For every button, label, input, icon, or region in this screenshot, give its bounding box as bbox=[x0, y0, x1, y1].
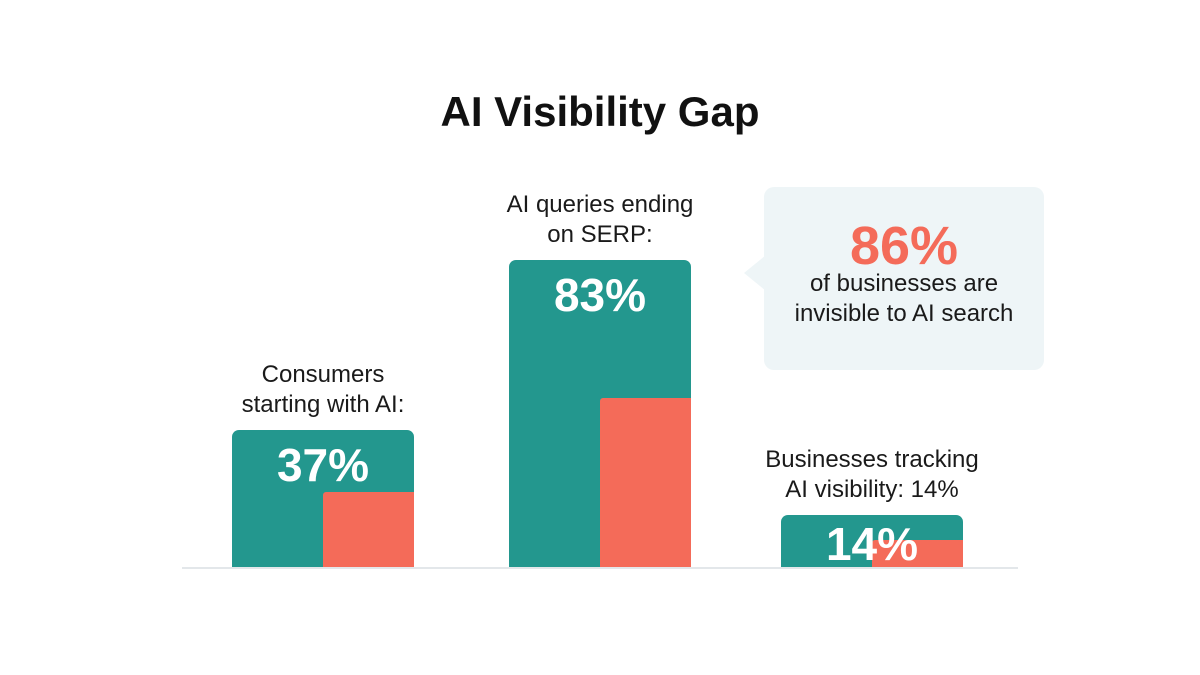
callout-value: 86% bbox=[849, 216, 959, 276]
callout-text: of businesses are invisible to AI search bbox=[794, 270, 1014, 327]
bar-coral-segment bbox=[323, 492, 414, 567]
bar-value-label: 83% bbox=[553, 269, 647, 321]
chart-baseline bbox=[182, 567, 1018, 569]
bar-2: 83% bbox=[509, 260, 691, 567]
bar-category-label: Consumers starting with AI: bbox=[241, 361, 405, 418]
bar-1: 37% bbox=[232, 430, 414, 567]
bar-3: 14% bbox=[781, 515, 963, 570]
bar-category-label: Businesses tracking AI visibility: 14% bbox=[765, 446, 979, 503]
bar-coral-segment bbox=[600, 398, 691, 567]
callout-pointer bbox=[744, 255, 766, 291]
bar-value-label: 14% bbox=[825, 518, 919, 570]
stat-callout: 86% of businesses are invisible to AI se… bbox=[744, 187, 1044, 370]
bar-coral-segment bbox=[872, 540, 963, 567]
chart-title: AI Visibility Gap bbox=[440, 88, 760, 135]
bar-value-label: 37% bbox=[276, 439, 370, 491]
bar-category-label: AI queries ending on SERP: bbox=[506, 191, 694, 248]
